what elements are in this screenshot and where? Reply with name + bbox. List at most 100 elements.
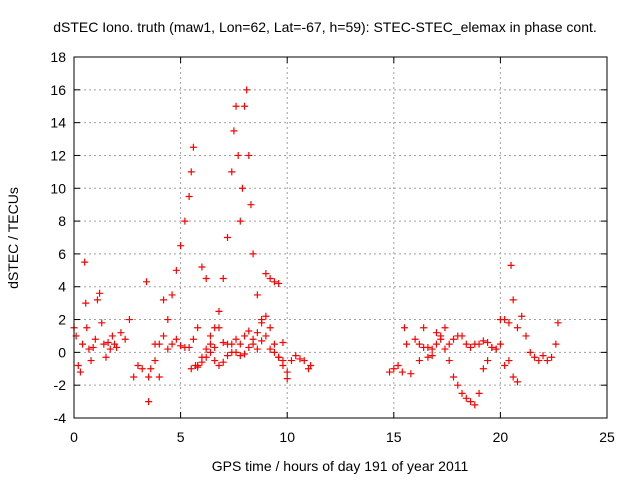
data-point [236,352,244,360]
data-point [113,343,121,351]
data-point [245,327,253,335]
data-point [400,324,408,332]
data-point [526,348,534,356]
x-tick-label: 0 [70,429,78,445]
data-point [471,401,479,409]
data-point [441,345,449,353]
data-point [202,345,210,353]
x-tick-label: 20 [493,429,509,445]
data-point [249,250,257,258]
data-point [138,365,146,373]
data-point [228,340,236,348]
data-point [198,353,206,361]
data-point [437,332,445,340]
data-point [513,324,521,332]
data-point [462,340,470,348]
data-point [467,398,475,406]
data-point [270,278,278,286]
data-series [187,312,291,376]
data-point [394,361,402,369]
data-point [177,342,185,350]
data-point [194,361,202,369]
data-point [241,350,249,358]
data-point [475,389,483,397]
data-point [194,324,202,332]
data-point [247,201,255,209]
x-tick-label: 10 [279,429,295,445]
data-point [258,337,266,345]
y-tick-label: 14 [50,115,66,131]
data-point [292,352,300,360]
data-point [168,340,176,348]
y-tick-label: 16 [50,82,66,98]
data-point [82,299,90,307]
data-point [518,312,526,320]
data-point [462,394,470,402]
data-point [501,316,509,324]
data-point [211,357,219,365]
data-point [189,143,197,151]
data-point [228,168,236,176]
data-point [449,373,457,381]
data-point [420,343,428,351]
data-point [181,217,189,225]
data-point [142,278,150,286]
data-point [85,345,93,353]
data-point [432,340,440,348]
data-point [164,345,172,353]
data-point [275,279,283,287]
data-point [283,375,291,383]
data-point [386,368,394,376]
y-tick-label: -4 [54,410,67,426]
data-point [164,316,172,324]
x-tick-label: 5 [177,429,185,445]
data-point [151,357,159,365]
data-point [296,355,304,363]
data-point [287,357,295,365]
data-point [238,184,246,192]
data-point [187,168,195,176]
data-point [266,345,274,353]
data-point [390,365,398,373]
data-point [454,381,462,389]
data-point [93,296,101,304]
data-point [172,335,180,343]
data-point [245,343,253,351]
data-point [484,339,492,347]
data-point [206,340,214,348]
data-point [206,348,214,356]
data-point [507,261,515,269]
data-point [172,266,180,274]
data-point [411,335,419,343]
data-point [492,345,500,353]
data-point [554,319,562,327]
data-point [108,332,116,340]
data-point [76,368,84,376]
x-axis-label: GPS time / hours of day 191 of year 2011 [212,458,469,474]
data-point [168,291,176,299]
data-point [224,234,232,241]
data-point [232,335,240,343]
data-series [145,86,287,381]
data-point [215,361,223,369]
data-point [535,357,543,365]
axis-ticks: 0 5 10 15 20 25 -4 -2 0 2 4 6 8 10 12 14 16 18 [50,49,615,445]
data-point [398,368,406,376]
data-point [104,339,112,347]
data-point [307,361,315,369]
data-point [428,352,436,360]
data-point [428,345,436,353]
data-point [155,373,163,381]
data-point [253,291,261,299]
data-point [155,340,163,348]
data-point [74,361,82,369]
data-point [134,361,142,369]
data-point [262,332,270,340]
data-point [531,353,539,361]
chart-title: dSTEC Iono. truth (maw1, Lon=62, Lat=-67… [53,19,597,35]
plot-data [70,86,562,409]
data-point [543,357,551,365]
data-point [548,353,556,361]
data-point [211,343,219,351]
data-point [283,368,291,376]
